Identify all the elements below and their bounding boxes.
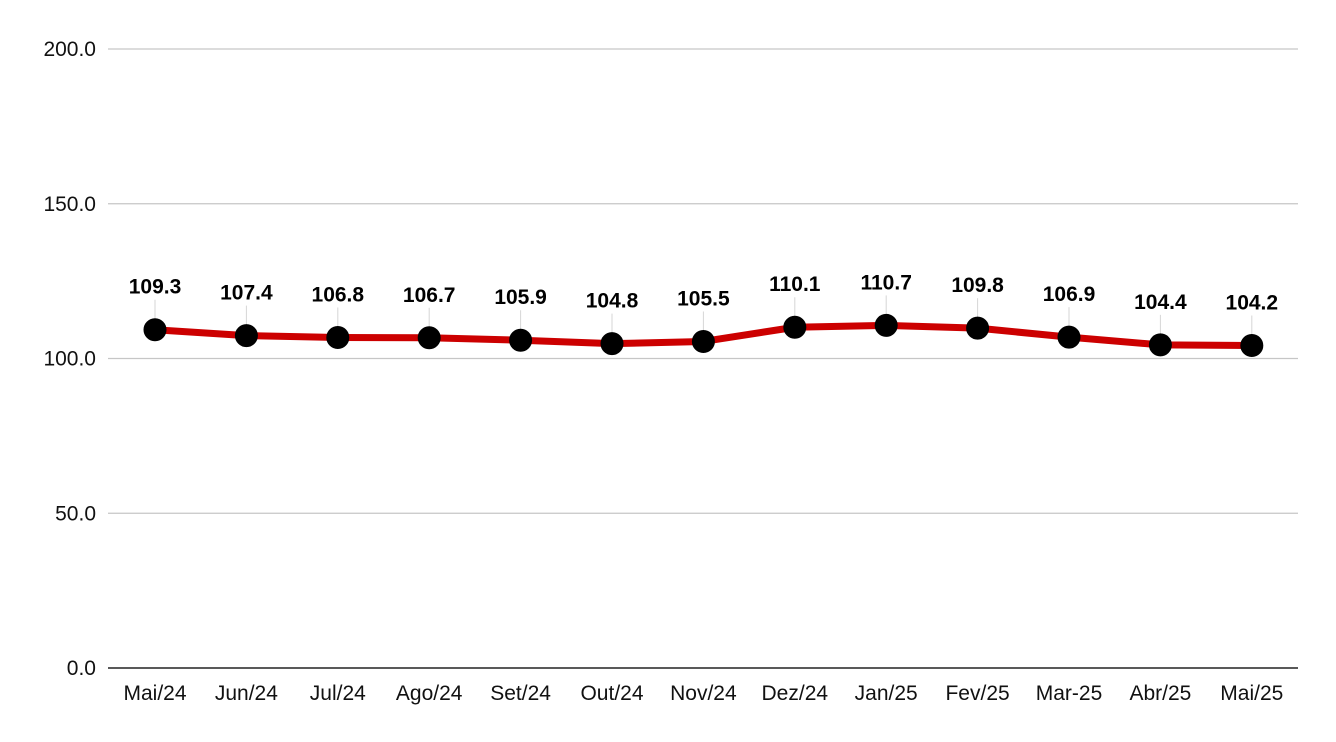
x-tick-label: Jul/24: [310, 682, 366, 705]
data-label: 104.2: [1226, 292, 1279, 315]
data-label: 106.9: [1043, 283, 1096, 306]
data-label: 106.8: [312, 283, 365, 306]
data-label: 105.9: [494, 286, 547, 309]
x-tick-label: Jan/25: [855, 682, 918, 705]
x-tick-label: Mar-25: [1036, 682, 1103, 705]
gridlines: [108, 48, 1298, 669]
x-axis-tick-labels: Mai/24 Jun/24 Jul/24 Ago/24 Set/24 Out/24 Nov/…: [123, 682, 1283, 705]
x-tick-label: Mai/25: [1220, 682, 1283, 705]
data-point: [509, 328, 533, 352]
data-point: [1240, 334, 1264, 358]
data-label-leaders: [154, 295, 1253, 335]
data-points: [143, 313, 1264, 358]
y-tick-label: 200.0: [43, 38, 96, 61]
y-tick-label: 100.0: [43, 348, 96, 371]
data-point: [966, 316, 990, 340]
x-tick-label: Fev/25: [945, 682, 1009, 705]
x-tick-label: Out/24: [580, 682, 643, 705]
data-point: [143, 318, 167, 342]
data-point: [1148, 333, 1172, 357]
data-label: 109.8: [951, 274, 1004, 297]
y-axis-tick-labels: 0.0 50.0 100.0 150.0 200.0: [43, 38, 96, 680]
data-label: 107.4: [220, 282, 273, 305]
x-tick-label: Dez/24: [762, 682, 829, 705]
x-tick-label: Nov/24: [670, 682, 737, 705]
data-point: [783, 315, 807, 339]
data-label: 104.4: [1134, 291, 1187, 314]
x-tick-label: Abr/25: [1129, 682, 1191, 705]
data-point: [874, 313, 898, 337]
x-tick-label: Mai/24: [123, 682, 186, 705]
data-label: 106.7: [403, 284, 456, 307]
data-point: [326, 325, 350, 349]
data-point: [600, 332, 624, 356]
data-label: 104.8: [586, 290, 639, 313]
data-point: [234, 324, 258, 348]
data-point: [417, 326, 441, 350]
data-label: 105.5: [677, 287, 730, 310]
data-point: [1057, 325, 1081, 349]
data-label: 110.1: [769, 273, 821, 296]
y-tick-label: 0.0: [67, 657, 96, 680]
x-tick-label: Set/24: [490, 682, 551, 705]
y-tick-label: 50.0: [55, 502, 96, 525]
x-tick-label: Ago/24: [396, 682, 463, 705]
y-tick-label: 150.0: [43, 193, 96, 216]
data-labels: 109.3 107.4 106.8 106.7 105.9 104.8 105.5 110.1…: [129, 271, 1278, 314]
x-tick-label: Jun/24: [215, 682, 278, 705]
data-label: 109.3: [129, 276, 182, 299]
data-label: 110.7: [860, 271, 911, 294]
data-point: [691, 329, 715, 353]
